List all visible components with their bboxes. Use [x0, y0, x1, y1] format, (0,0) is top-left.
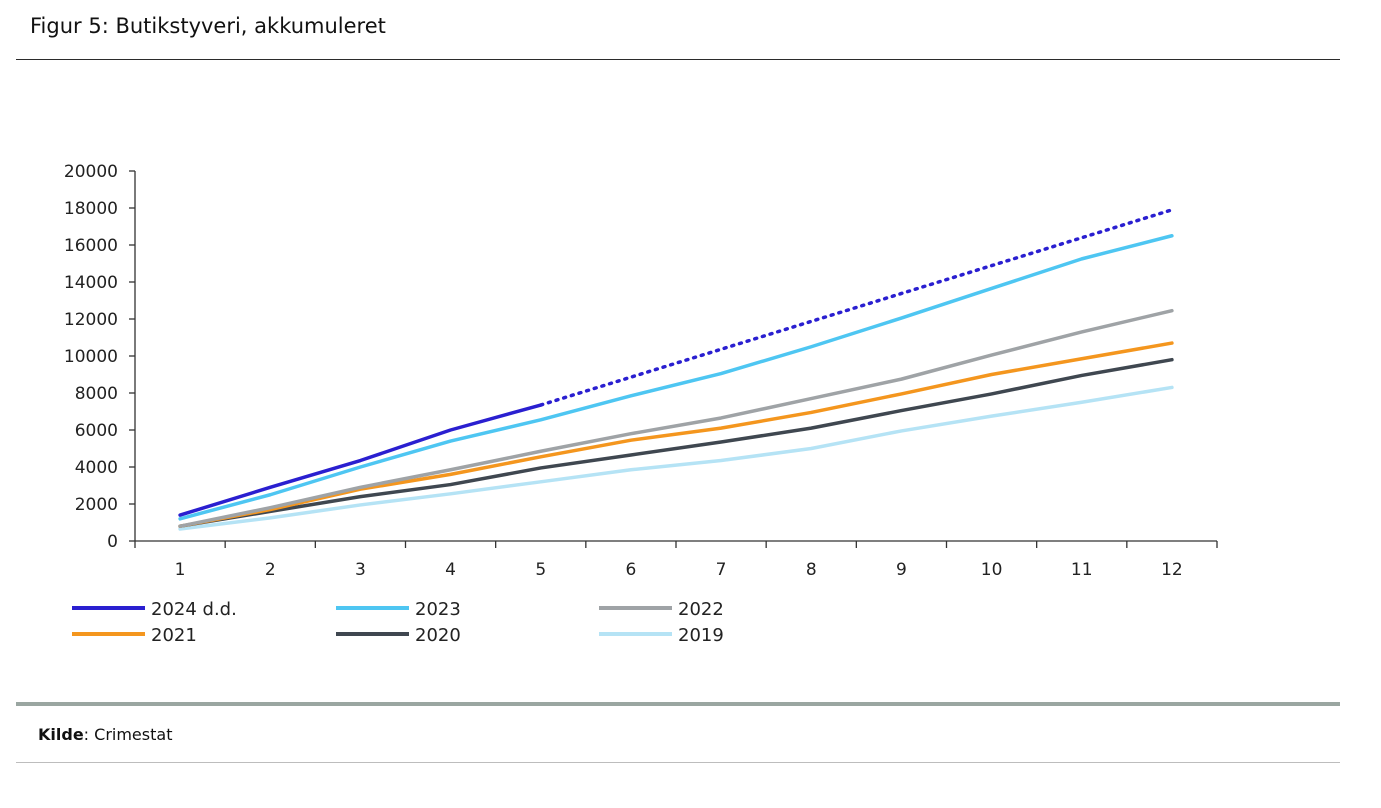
legend-label: 2021	[151, 625, 197, 646]
x-tick-label: 4	[445, 560, 456, 580]
separator-rule	[16, 702, 1340, 706]
y-tick-label: 2000	[75, 495, 118, 515]
x-tick-label: 1	[175, 560, 186, 580]
y-tick-label: 0	[107, 532, 118, 552]
series-line-2020	[178, 357, 1174, 528]
source-label: Kilde	[38, 725, 84, 744]
figure-title: Figur 5: Butikstyveri, akkumuleret	[30, 14, 386, 38]
x-tick-label: 8	[806, 560, 817, 580]
source-text: : Crimestat	[83, 725, 173, 744]
y-tick-label: 20000	[64, 162, 118, 182]
x-tick-label: 3	[355, 560, 366, 580]
series-line-2024-d-d-	[178, 403, 543, 517]
source-note: Kilde: Crimestat	[38, 725, 172, 744]
y-tick-label: 14000	[64, 273, 118, 293]
x-tick-label: 9	[896, 560, 907, 580]
axes: 0 2000 4000 6000 8000 10000 12000 14000 16000 180…	[64, 162, 1218, 580]
series-lines	[178, 208, 1174, 531]
series-line-2023	[178, 234, 1174, 521]
legend-label: 2020	[415, 625, 461, 646]
x-tick-label: 5	[535, 560, 546, 580]
legend-label: 2022	[678, 599, 724, 620]
legend: 2024 d.d. 2023 2022 2021 2020 2019	[72, 599, 724, 646]
x-tick-label: 10	[981, 560, 1003, 580]
line-chart: 0 2000 4000 6000 8000 10000 12000 14000 16000 180…	[64, 162, 1218, 646]
x-tick-label: 7	[716, 560, 727, 580]
y-tick-label: 10000	[64, 347, 118, 367]
y-tick-label: 8000	[75, 384, 118, 404]
x-tick-label: 11	[1071, 560, 1093, 580]
top-rule	[16, 59, 1340, 60]
x-tick-label: 2	[265, 560, 276, 580]
y-tick-label: 12000	[64, 310, 118, 330]
y-tick-label: 4000	[75, 458, 118, 478]
y-tick-label: 6000	[75, 421, 118, 441]
series-line-2021	[178, 341, 1174, 528]
x-tick-label: 6	[626, 560, 637, 580]
series-projection-line	[539, 208, 1174, 407]
y-tick-label: 18000	[64, 199, 118, 219]
legend-label: 2023	[415, 599, 461, 620]
legend-label: 2024 d.d.	[151, 599, 237, 620]
bottom-rule	[16, 762, 1340, 763]
legend-label: 2019	[678, 625, 724, 646]
y-tick-label: 16000	[64, 236, 118, 256]
series-line-2019	[178, 385, 1174, 531]
x-tick-label: 12	[1161, 560, 1183, 580]
series-line-2022	[178, 308, 1174, 528]
